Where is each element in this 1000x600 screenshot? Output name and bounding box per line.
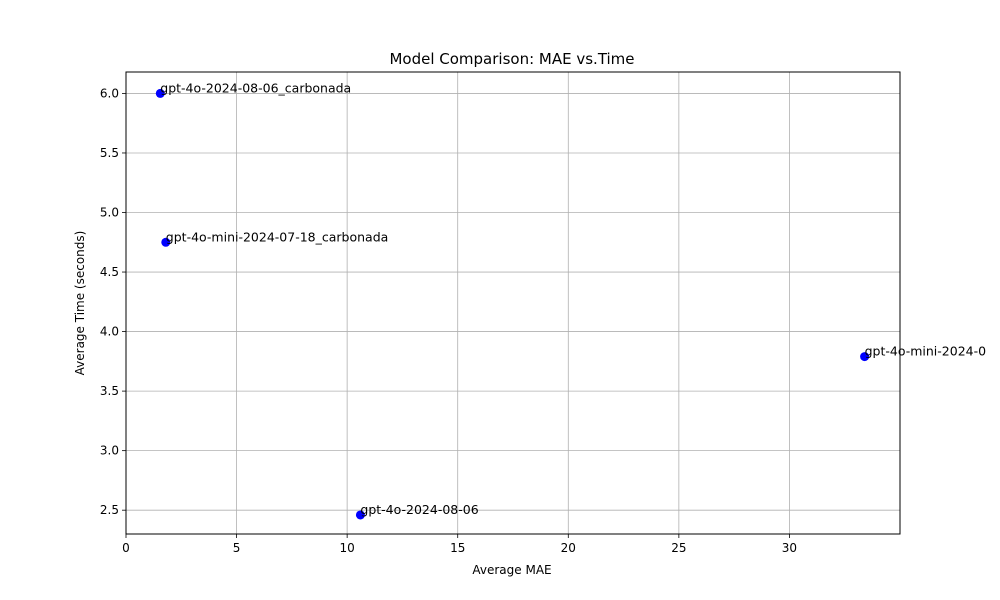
y-axis-label: Average Time (seconds) bbox=[73, 231, 87, 376]
data-point-label: gpt-4o-2024-08-06 bbox=[360, 502, 478, 517]
y-tick-label: 2.5 bbox=[100, 503, 119, 517]
y-tick-label: 4.5 bbox=[100, 265, 119, 279]
axis-ticks: 0 5 10 15 20 25 30 2.5 3.0 3.5 4.0 4.5 5.0 5.5 6.0 bbox=[100, 86, 797, 555]
x-tick-label: 15 bbox=[450, 541, 465, 555]
x-tick-label: 0 bbox=[122, 541, 130, 555]
data-point bbox=[161, 237, 171, 247]
y-tick-label: 3.5 bbox=[100, 384, 119, 398]
data-point-label: gpt-4o-mini-2024-0 bbox=[865, 344, 987, 359]
grid-lines bbox=[125, 72, 900, 534]
x-tick-label: 10 bbox=[340, 541, 355, 555]
data-points: gpt-4o-2024-08-06_carbonada gpt-4o-mini-2… bbox=[155, 80, 987, 520]
y-tick-label: 3.0 bbox=[100, 444, 119, 458]
x-tick-label: 5 bbox=[233, 541, 241, 555]
data-point bbox=[355, 510, 365, 520]
x-axis-label: Average MAE bbox=[472, 563, 551, 577]
x-tick-label: 25 bbox=[671, 541, 686, 555]
data-point bbox=[860, 352, 870, 362]
data-point-label: gpt-4o-mini-2024-07-18_carbonada bbox=[166, 229, 389, 244]
plot-frame bbox=[125, 71, 901, 535]
data-point-label: gpt-4o-2024-08-06_carbonada bbox=[160, 80, 351, 95]
y-tick-label: 5.0 bbox=[100, 206, 119, 220]
data-point bbox=[155, 88, 165, 98]
y-tick-label: 5.5 bbox=[100, 146, 119, 160]
chart-title: Model Comparison: MAE vs.Time bbox=[389, 50, 634, 68]
y-tick-label: 6.0 bbox=[100, 86, 119, 100]
y-tick-label: 4.0 bbox=[100, 325, 119, 339]
x-tick-label: 30 bbox=[782, 541, 797, 555]
x-tick-label: 20 bbox=[561, 541, 576, 555]
